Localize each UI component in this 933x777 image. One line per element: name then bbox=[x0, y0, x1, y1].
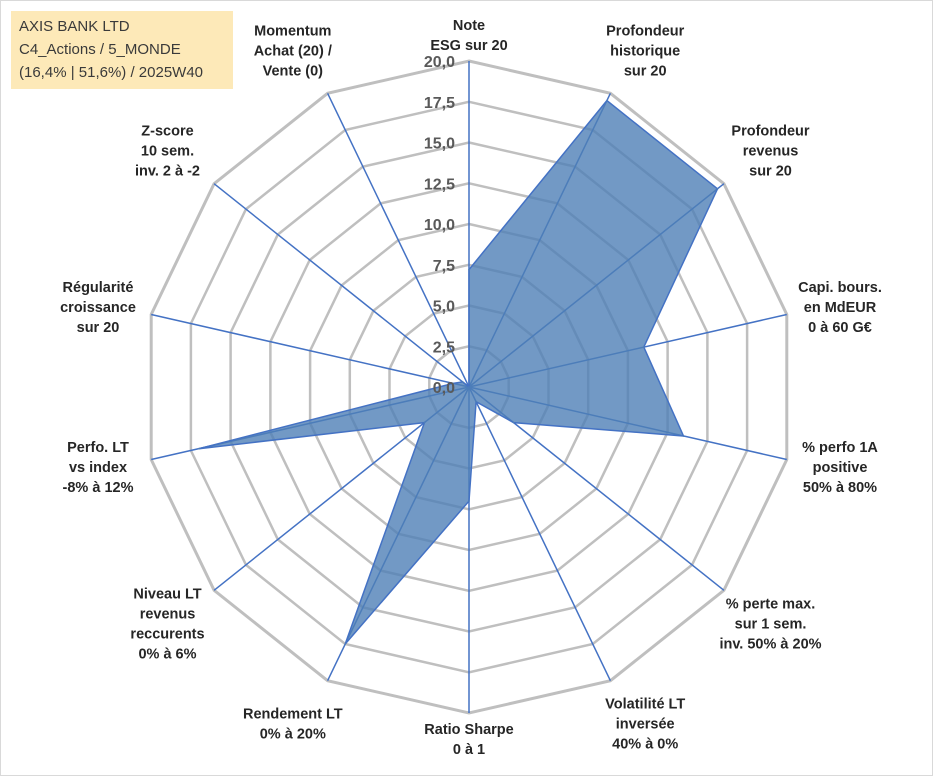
axis-label-10-line-0: Perfo. LT bbox=[67, 440, 129, 456]
tick-label-6: 15,0 bbox=[424, 136, 455, 153]
axis-label-2-line-0: Profondeur bbox=[731, 124, 809, 140]
data-point-6 bbox=[475, 400, 477, 403]
axis-spoke-11 bbox=[151, 313, 470, 388]
axis-label-2-line-1: revenus bbox=[743, 144, 799, 160]
axis-label-13-line-0: Momentum bbox=[254, 24, 331, 40]
tick-label-8: 20,0 bbox=[424, 54, 455, 71]
axis-label-8: Rendement LT 0% à 20% bbox=[243, 706, 343, 742]
axis-label-5-line-0: % perte max. bbox=[726, 597, 815, 613]
data-point-12 bbox=[461, 381, 464, 383]
axis-label-1-line-0: Profondeur bbox=[606, 24, 684, 40]
axis-label-1-line-2: sur 20 bbox=[624, 64, 667, 80]
tick-label-0: 0,0 bbox=[433, 380, 455, 397]
data-point-9 bbox=[423, 421, 426, 424]
axis-label-4-line-2: 50% à 80% bbox=[803, 480, 877, 496]
axis-label-9-line-1: revenus bbox=[140, 607, 196, 623]
axis-label-9-line-2: reccurents bbox=[130, 627, 204, 643]
axis-label-6-line-1: inversée bbox=[616, 716, 675, 732]
axis-label-3: Capi. bours. en MdEUR 0 à 60 G€ bbox=[798, 280, 882, 336]
axis-label-layer: Note ESG sur 20 Profondeur historique sur 20… bbox=[60, 18, 882, 758]
axis-label-9-line-0: Niveau LT bbox=[133, 587, 201, 603]
axis-label-4: % perfo 1A positive 50% à 80% bbox=[802, 440, 878, 496]
title-line-company: AXIS BANK LTD bbox=[19, 18, 130, 35]
axis-label-8-line-0: Rendement LT bbox=[243, 706, 343, 722]
axis-label-0-line-1: ESG sur 20 bbox=[430, 38, 507, 54]
data-point-5 bbox=[512, 421, 515, 424]
data-point-7 bbox=[468, 500, 470, 502]
data-point-0 bbox=[468, 268, 470, 271]
axis-label-8-line-1: 0% à 20% bbox=[260, 726, 326, 742]
axis-spoke-6 bbox=[468, 386, 612, 682]
tick-label-2: 5,0 bbox=[433, 299, 455, 316]
axis-label-9: Niveau LT revenus reccurents 0% à 6% bbox=[130, 587, 204, 663]
axis-label-9-line-3: 0% à 6% bbox=[138, 647, 196, 663]
data-point-13 bbox=[468, 386, 470, 388]
axis-label-11: Régularité croissance sur 20 bbox=[60, 280, 136, 336]
axis-label-6: Volatilité LT inversée 40% à 0% bbox=[605, 696, 685, 752]
data-point-3 bbox=[643, 346, 645, 348]
axis-label-0: Note ESG sur 20 bbox=[430, 18, 507, 54]
data-point-1 bbox=[606, 99, 608, 102]
axis-label-12-line-0: Z-score bbox=[141, 124, 193, 140]
tick-label-7: 17,5 bbox=[424, 95, 455, 112]
axis-label-7-line-1: 0 à 1 bbox=[453, 742, 485, 758]
data-point-8 bbox=[344, 643, 347, 645]
axis-label-10: Perfo. LT vs index -8% à 12% bbox=[63, 440, 134, 496]
axis-label-5: % perte max. sur 1 sem. inv. 50% à 20% bbox=[719, 597, 821, 653]
axis-label-12-line-1: 10 sem. bbox=[141, 144, 194, 160]
axis-label-7: Ratio Sharpe 0 à 1 bbox=[424, 722, 513, 758]
axis-label-12: Z-score 10 sem. inv. 2 à -2 bbox=[135, 124, 200, 180]
tick-label-5: 12,5 bbox=[424, 176, 455, 193]
axis-label-3-line-0: Capi. bours. bbox=[798, 280, 882, 296]
axis-label-10-line-2: -8% à 12% bbox=[63, 480, 134, 496]
axis-label-13: Momentum Achat (20) / Vente (0) bbox=[254, 24, 332, 80]
axis-label-5-line-1: sur 1 sem. bbox=[735, 617, 807, 633]
axis-label-4-line-0: % perfo 1A bbox=[802, 440, 878, 456]
axis-spoke-13 bbox=[326, 92, 470, 388]
title-box: AXIS BANK LTD C4_Actions / 5_MONDE (16,4… bbox=[11, 11, 233, 89]
axis-label-11-line-0: Régularité bbox=[63, 280, 134, 296]
axis-label-6-line-2: 40% à 0% bbox=[612, 736, 678, 752]
axis-label-12-line-2: inv. 2 à -2 bbox=[135, 164, 200, 180]
tick-label-1: 2,5 bbox=[433, 339, 455, 356]
tick-label-4: 10,0 bbox=[424, 217, 455, 234]
axis-label-3-line-2: 0 à 60 G€ bbox=[808, 320, 872, 336]
data-point-4 bbox=[682, 435, 685, 437]
data-layer bbox=[198, 99, 719, 645]
axis-label-3-line-1: en MdEUR bbox=[804, 300, 877, 316]
axis-label-5-line-2: inv. 50% à 20% bbox=[719, 637, 821, 653]
axis-label-11-line-1: croissance bbox=[60, 300, 136, 316]
axis-label-10-line-1: vs index bbox=[69, 460, 127, 476]
tick-label-3: 7,5 bbox=[433, 258, 455, 275]
axis-label-0-line-0: Note bbox=[453, 18, 485, 34]
data-point-11 bbox=[452, 382, 454, 385]
axis-label-2-line-2: sur 20 bbox=[749, 164, 792, 180]
axis-label-11-line-2: sur 20 bbox=[77, 320, 120, 336]
axis-label-13-line-2: Vente (0) bbox=[263, 64, 324, 80]
axis-label-13-line-1: Achat (20) / bbox=[254, 44, 332, 60]
data-series-area bbox=[198, 99, 719, 645]
tick-layer: 0,0 2,5 5,0 7,5 10,0 12,5 15,0 17,5 20,0 bbox=[424, 54, 455, 397]
data-point-2 bbox=[716, 188, 719, 190]
axis-label-1: Profondeur historique sur 20 bbox=[606, 24, 684, 80]
axis-label-4-line-1: positive bbox=[813, 460, 868, 476]
axis-label-2: Profondeur revenus sur 20 bbox=[731, 124, 809, 180]
title-line-stats: (16,4% | 51,6%) / 2025W40 bbox=[19, 64, 203, 81]
axis-label-6-line-0: Volatilité LT bbox=[605, 696, 685, 712]
axis-label-1-line-1: historique bbox=[610, 44, 680, 60]
axis-spoke-12 bbox=[213, 183, 470, 388]
data-point-10 bbox=[198, 447, 200, 450]
axis-label-7-line-0: Ratio Sharpe bbox=[424, 722, 513, 738]
title-line-category: C4_Actions / 5_MONDE bbox=[19, 41, 181, 58]
